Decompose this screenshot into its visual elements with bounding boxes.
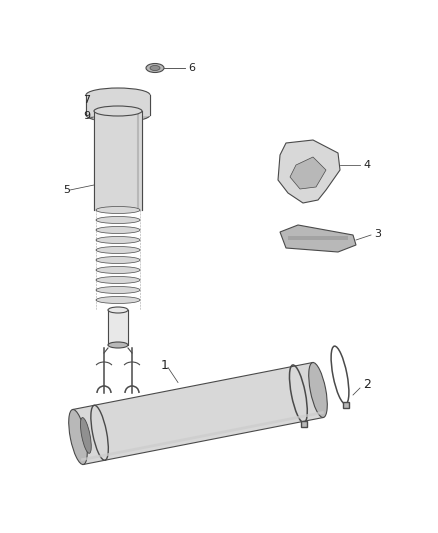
Polygon shape bbox=[278, 140, 340, 203]
Ellipse shape bbox=[96, 277, 140, 284]
Text: 3: 3 bbox=[374, 229, 381, 239]
Ellipse shape bbox=[96, 237, 140, 244]
Polygon shape bbox=[290, 157, 326, 189]
Ellipse shape bbox=[86, 88, 150, 102]
Polygon shape bbox=[108, 310, 128, 345]
Ellipse shape bbox=[69, 409, 87, 465]
Ellipse shape bbox=[86, 108, 150, 122]
Text: 4: 4 bbox=[363, 160, 370, 170]
Text: 6: 6 bbox=[188, 63, 195, 73]
Polygon shape bbox=[288, 236, 348, 240]
Ellipse shape bbox=[96, 206, 140, 214]
Ellipse shape bbox=[96, 227, 140, 233]
Ellipse shape bbox=[96, 256, 140, 263]
Ellipse shape bbox=[150, 66, 160, 70]
Ellipse shape bbox=[81, 417, 91, 454]
Polygon shape bbox=[86, 95, 150, 115]
Polygon shape bbox=[73, 362, 323, 464]
Ellipse shape bbox=[96, 296, 140, 303]
Text: 9: 9 bbox=[83, 111, 90, 121]
Ellipse shape bbox=[146, 63, 164, 72]
Text: 7: 7 bbox=[83, 95, 90, 105]
Ellipse shape bbox=[309, 362, 327, 417]
Text: 5: 5 bbox=[63, 185, 70, 195]
Polygon shape bbox=[94, 111, 142, 210]
Ellipse shape bbox=[108, 307, 128, 313]
Text: 2: 2 bbox=[363, 378, 371, 392]
Ellipse shape bbox=[96, 246, 140, 254]
Ellipse shape bbox=[96, 287, 140, 294]
Ellipse shape bbox=[96, 216, 140, 223]
Ellipse shape bbox=[108, 342, 128, 348]
Text: 1: 1 bbox=[161, 359, 169, 372]
Ellipse shape bbox=[96, 266, 140, 273]
Polygon shape bbox=[280, 225, 356, 252]
Ellipse shape bbox=[94, 106, 142, 116]
